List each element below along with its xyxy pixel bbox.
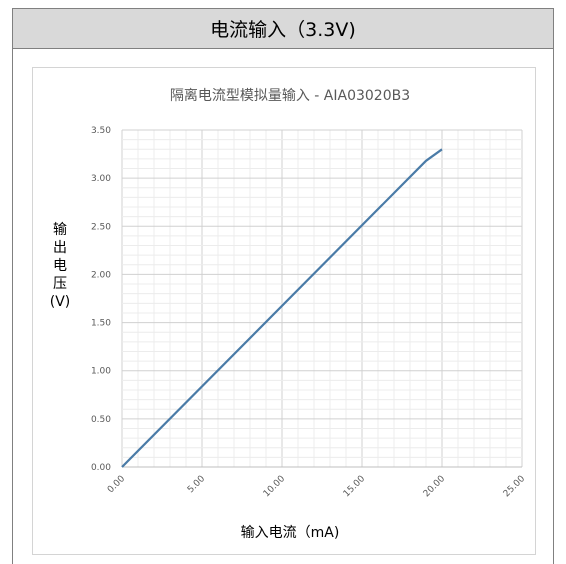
grid-lines: [121, 129, 523, 468]
panel-title: 电流输入（3.3V): [210, 19, 356, 41]
y-label-line: (V): [50, 294, 71, 310]
y-tick-label: 2.50: [91, 222, 111, 232]
chart-area: [32, 67, 536, 555]
x-tick-label: 10.00: [262, 474, 287, 499]
y-label-line: 出: [53, 240, 67, 256]
y-tick-label: 0.50: [91, 415, 111, 425]
y-label-line: 压: [53, 276, 67, 292]
x-tick-label: 25.00: [502, 474, 527, 499]
y-tick-label: 2.00: [91, 270, 111, 280]
y-tick-label: 1.00: [91, 367, 111, 377]
series-line: [121, 148, 443, 468]
y-tick-labels: 0.00 0.50 1.00 1.50 2.00 2.50 3.00 3.50: [91, 126, 111, 473]
x-tick-label: 0.00: [106, 474, 127, 495]
x-axis-label: 输入电流（mA): [241, 525, 340, 541]
x-tick-label: 15.00: [342, 474, 367, 499]
panel-header: 电流输入（3.3V): [13, 9, 553, 49]
y-label-line: 电: [53, 258, 67, 274]
y-label-line: 输: [53, 222, 67, 238]
panel-frame: 电流输入（3.3V): [12, 8, 554, 564]
x-tick-labels: 0.00 5.00 10.00 15.00 20.00 25.00: [106, 474, 527, 499]
chart-title: 隔离电流型模拟量输入 - AIA03020B3: [170, 87, 410, 104]
x-tick-label: 5.00: [186, 474, 207, 495]
y-tick-label: 3.50: [91, 126, 111, 136]
x-tick-label: 20.00: [422, 474, 447, 499]
y-tick-label: 1.50: [91, 319, 111, 329]
y-tick-label: 0.00: [91, 463, 111, 473]
series-group: [121, 148, 443, 468]
y-tick-label: 3.00: [91, 174, 111, 184]
